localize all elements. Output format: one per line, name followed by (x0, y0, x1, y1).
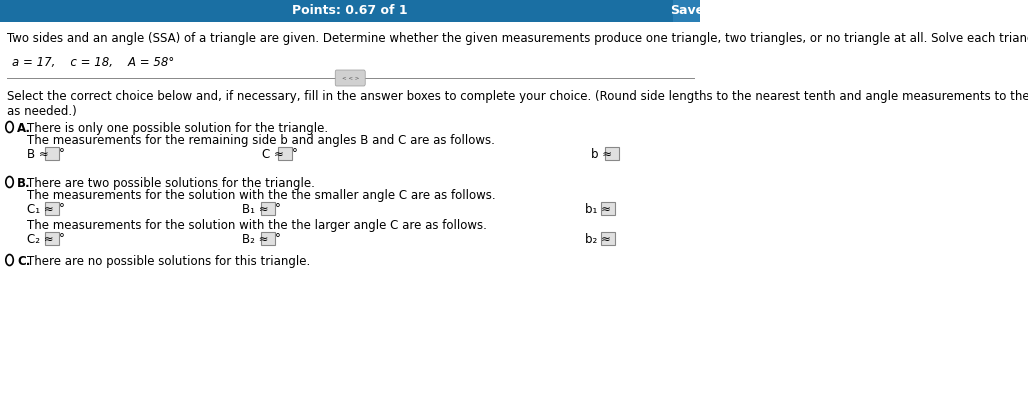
FancyBboxPatch shape (335, 70, 365, 86)
Text: °: ° (60, 203, 65, 215)
Bar (0, 0, 700, 22)
Text: C₁ ≈: C₁ ≈ (28, 203, 54, 216)
Text: C ≈: C ≈ (262, 148, 284, 161)
Bar (45, 232, 59, 245)
Bar (45, 202, 59, 215)
Text: B₁ ≈: B₁ ≈ (242, 203, 268, 216)
Circle shape (6, 122, 13, 132)
Text: B.: B. (17, 177, 31, 190)
Text: A.: A. (17, 122, 31, 135)
Bar (45, 147, 59, 160)
Bar (601, 232, 615, 245)
Text: b ≈: b ≈ (591, 148, 613, 161)
Text: Select the correct choice below and, if necessary, fill in the answer boxes to c: Select the correct choice below and, if … (7, 90, 1028, 118)
Text: < < >: < < > (341, 75, 359, 81)
Text: b₂ ≈: b₂ ≈ (585, 233, 611, 246)
Text: B₂ ≈: B₂ ≈ (242, 233, 268, 246)
Text: a = 17,    c = 18,    A = 58°: a = 17, c = 18, A = 58° (12, 56, 175, 69)
Text: There are two possible solutions for the triangle.: There are two possible solutions for the… (28, 177, 316, 190)
Bar (261, 202, 274, 215)
Text: °: ° (60, 148, 65, 160)
Text: There are no possible solutions for this triangle.: There are no possible solutions for this… (28, 255, 310, 268)
Text: °: ° (276, 203, 281, 215)
Text: °: ° (276, 233, 281, 245)
Text: °: ° (292, 148, 298, 160)
Text: b₁ ≈: b₁ ≈ (585, 203, 611, 216)
Circle shape (6, 176, 13, 188)
Bar (261, 232, 274, 245)
Text: The measurements for the solution with the the larger angle C are as follows.: The measurements for the solution with t… (28, 219, 487, 232)
Text: There is only one possible solution for the triangle.: There is only one possible solution for … (28, 122, 328, 135)
Text: B ≈: B ≈ (28, 148, 49, 161)
Bar (278, 147, 292, 160)
Text: The measurements for the remaining side b and angles B and C are as follows.: The measurements for the remaining side … (28, 134, 495, 147)
Bar (601, 202, 615, 215)
Bar (605, 147, 619, 160)
Text: Two sides and an angle (SSA) of a triangle are given. Determine whether the give: Two sides and an angle (SSA) of a triang… (7, 32, 1028, 45)
Text: Points: 0.67 of 1: Points: 0.67 of 1 (292, 4, 408, 18)
Bar (673, 0, 700, 22)
Text: C₂ ≈: C₂ ≈ (28, 233, 53, 246)
Text: The measurements for the solution with the the smaller angle C are as follows.: The measurements for the solution with t… (28, 189, 495, 202)
Circle shape (6, 255, 13, 265)
Text: C.: C. (17, 255, 31, 268)
Text: °: ° (60, 233, 65, 245)
Text: Save: Save (670, 4, 704, 18)
